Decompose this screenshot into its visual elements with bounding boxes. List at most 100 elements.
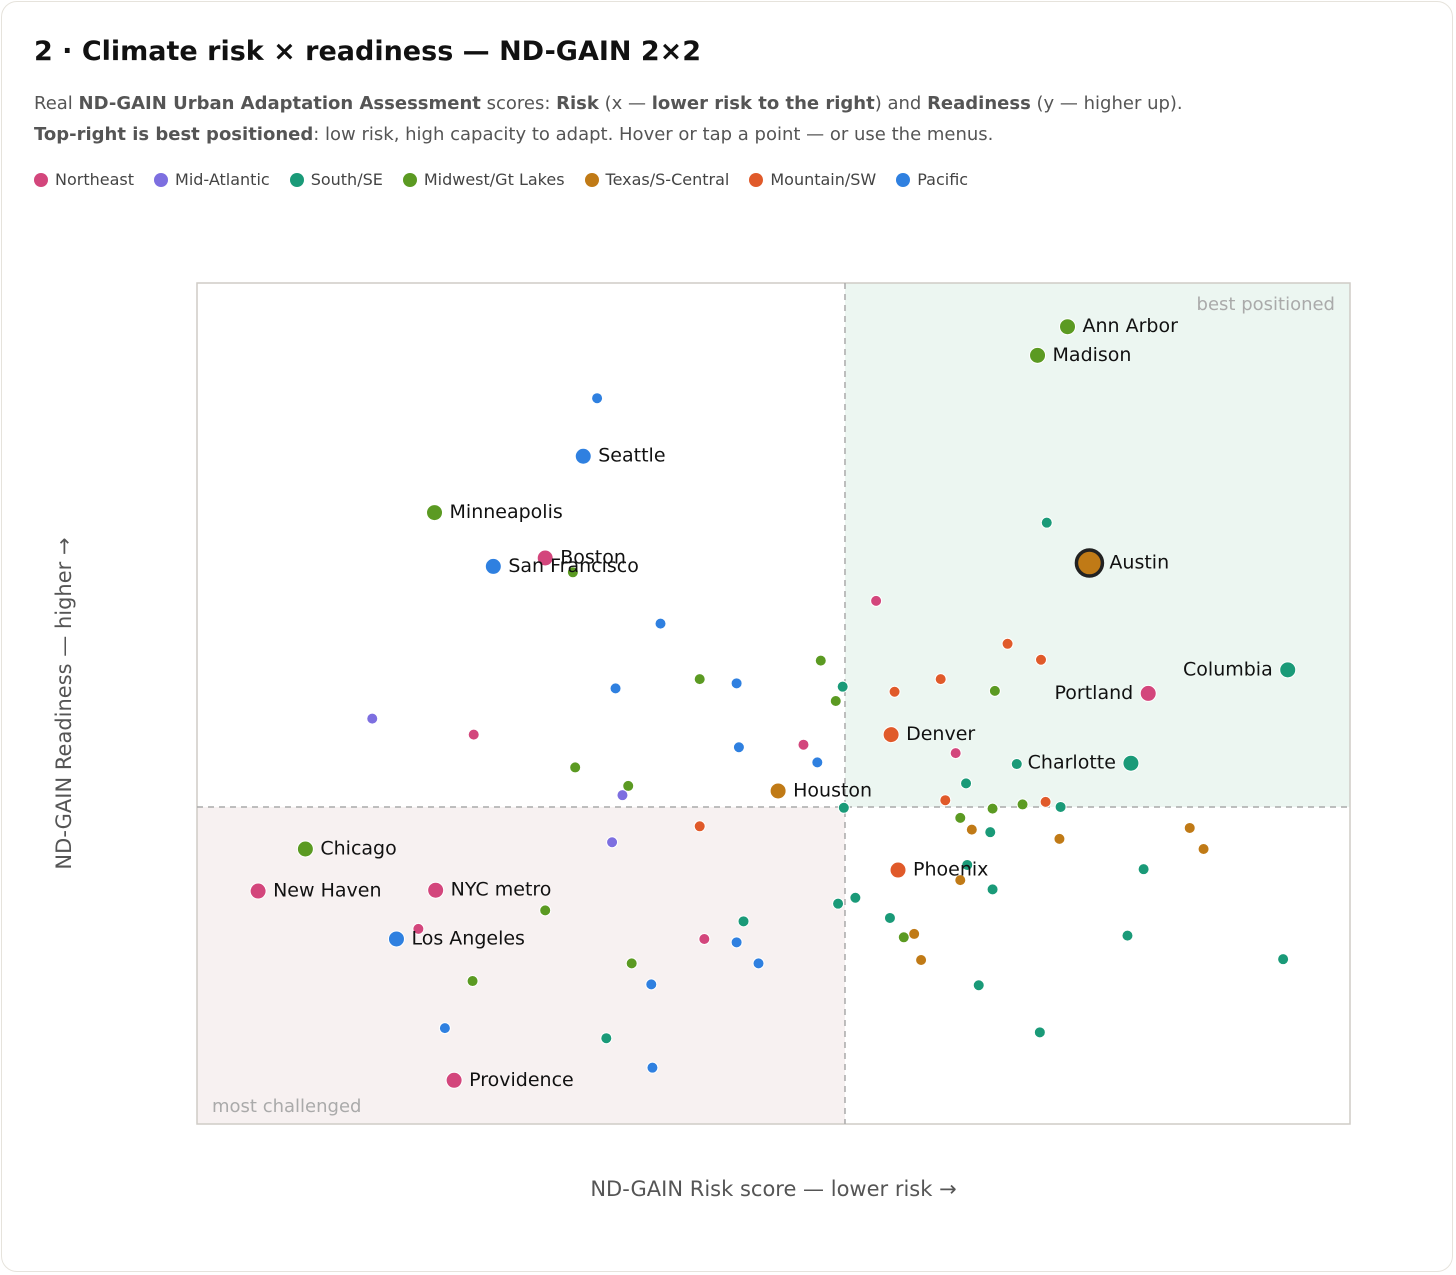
data-point [645,978,658,991]
subtitle-text: Readiness [927,93,1031,114]
data-point [769,782,787,800]
data-point [954,811,967,824]
data-point [972,979,985,992]
data-point [569,761,582,774]
data-point [1039,795,1052,808]
legend-label: Mountain/SW [770,170,877,189]
data-point [412,922,425,935]
data-point [1034,653,1047,666]
legend-label: Midwest/Gt Lakes [423,170,565,189]
legend-swatch [584,172,599,187]
data-point [889,861,907,879]
subtitle-text: Real [34,93,79,114]
point-label: Portland [1055,682,1134,704]
data-point [1033,1026,1046,1039]
data-point [467,728,480,741]
data-point [737,915,750,928]
data-point [836,680,849,693]
legend-swatch [289,172,304,187]
data-point [366,712,379,725]
point-label: Chicago [320,837,396,859]
legend-swatch [34,172,48,187]
y-axis-label: ND-GAIN Readiness — higher → [52,537,76,869]
data-point [984,826,997,839]
data-point [829,694,842,707]
data-point [574,447,592,465]
subtitle-text: lower risk to the right [651,93,875,114]
data-point [249,882,267,900]
data-point [566,566,579,579]
point-label: Austin [1109,552,1169,574]
data-point [849,891,862,904]
subtitle: Real ND-GAIN Urban Adaptation Assessment… [34,88,1183,150]
quadrant-label: most challenged [212,1096,361,1117]
data-point [883,911,896,924]
data-point [1001,637,1014,650]
legend-swatch [896,172,911,187]
plot-frame [196,282,1351,1125]
legend-item: Mid-Atlantic [154,170,270,189]
legend-swatch [749,172,764,187]
data-point [832,897,845,910]
data-point [954,874,967,887]
data-point [536,549,554,567]
subtitle-text: : low risk, high capacity to adapt. Hove… [313,124,994,145]
data-point [1122,754,1140,772]
data-point [1137,863,1150,876]
data-point [986,883,999,896]
point-label: Boston [560,547,626,569]
data-point [915,954,928,967]
data-point [646,1061,659,1074]
point-label: San Francisco [508,555,639,577]
subtitle-text: ND-GAIN Urban Adaptation Assessment [78,93,481,114]
data-point [949,747,962,760]
point-label: Columbia [1183,658,1273,680]
x-axis-label: ND-GAIN Risk score — lower risk → [590,1177,956,1201]
legend-label: Mid-Atlantic [175,170,270,189]
subtitle-text: scores: [480,93,557,114]
legend-swatch [402,172,417,187]
point-label: Houston [793,779,872,801]
legend-item: Northeast [34,170,134,189]
data-point [797,738,810,751]
legend-label: South/SE [310,170,383,189]
point-label: Los Angeles [411,927,524,949]
legend-swatch [154,172,169,187]
legend-item: Texas/S-Central [584,170,729,189]
data-point [730,677,743,690]
data-point [965,823,978,836]
data-point [961,858,974,871]
data-point [1029,346,1047,364]
data-point [616,789,629,802]
data-point [908,927,921,940]
data-point [438,1022,451,1035]
data-point [609,682,622,695]
data-point [1197,842,1210,855]
point-label: Seattle [598,445,665,467]
data-point [1040,516,1053,529]
legend-item: Midwest/Gt Lakes [402,170,565,189]
point-label: Charlotte [1028,752,1116,774]
data-point [986,802,999,815]
data-point [939,794,952,807]
point-label: New Haven [273,880,381,902]
data-point [1059,318,1077,336]
data-point [296,840,314,858]
data-point [811,756,824,769]
data-point [1053,832,1066,845]
data-point [752,957,765,970]
point-label: Denver [906,723,975,745]
data-point [1016,798,1029,811]
data-point [732,741,745,754]
data-point [693,820,706,833]
data-point [606,836,619,849]
data-point [888,685,901,698]
point-label: Providence [469,1069,574,1091]
subtitle-text: Top-right is best positioned [34,124,314,145]
point-label: Madison [1053,344,1132,366]
data-point [426,504,444,522]
chart-title: 2 · Climate risk × readiness — ND-GAIN 2… [34,36,702,67]
data-point [988,684,1001,697]
subtitle-line: Top-right is best positioned: low risk, … [34,119,1183,150]
